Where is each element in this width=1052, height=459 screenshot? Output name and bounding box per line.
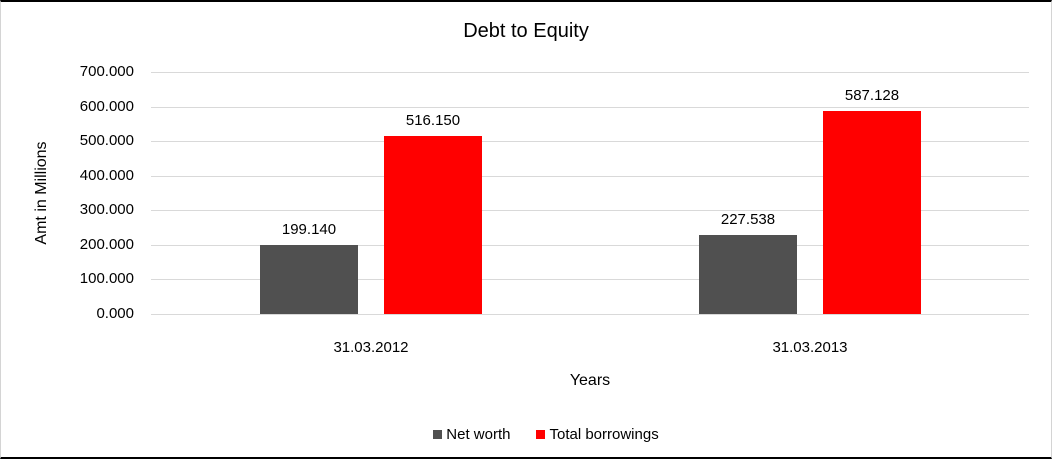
gridline [151,107,1029,108]
x-axis-title: Years [569,372,611,389]
gridline [151,210,1029,211]
gridline [151,72,1029,73]
legend-label: Total borrowings [549,426,659,443]
y-tick-label: 100.000 [79,270,134,287]
legend-marker-icon [536,430,546,439]
x-axis-tick-labels: 31.03.2012 31.03.2013 [151,339,1029,357]
gridline [151,245,1029,246]
bar-value-label: 227.538 [720,211,776,228]
bar-value-label: 587.128 [844,87,900,104]
gridline [151,279,1029,280]
bar-total-borrowings [384,136,482,314]
x-tick-label: 31.03.2012 [333,339,409,356]
y-tick-label: 400.000 [79,167,134,184]
y-tick-label: 700.000 [79,63,134,80]
legend-marker-icon [433,430,443,439]
chart-legend: Net worth Total borrowings [1,426,1051,443]
y-axis-tick-labels: 0.000 100.000 200.000 300.000 400.000 500.000… [1,63,134,322]
bar-value-label: 199.140 [281,221,337,238]
legend-label: Net worth [446,426,511,443]
gridline [151,141,1029,142]
chart-title: Debt to Equity [463,20,589,42]
plot-area: 199.140 516.150 227.538 587.128 [151,72,1029,315]
y-tick-label: 500.000 [79,132,134,149]
gridline [151,314,1029,315]
legend-item-total-borrowings: Total borrowings [536,426,659,443]
bar-net-worth [260,245,358,314]
bar-total-borrowings [823,111,921,314]
y-tick-label: 600.000 [79,98,134,115]
y-tick-label: 300.000 [79,201,134,218]
y-tick-label: 0.000 [96,305,134,322]
bar-net-worth [699,235,797,314]
x-tick-label: 31.03.2013 [772,339,848,356]
bar-value-label: 516.150 [405,112,461,129]
y-tick-label: 200.000 [79,236,134,253]
gridline [151,176,1029,177]
legend-item-net-worth: Net worth [433,426,510,443]
